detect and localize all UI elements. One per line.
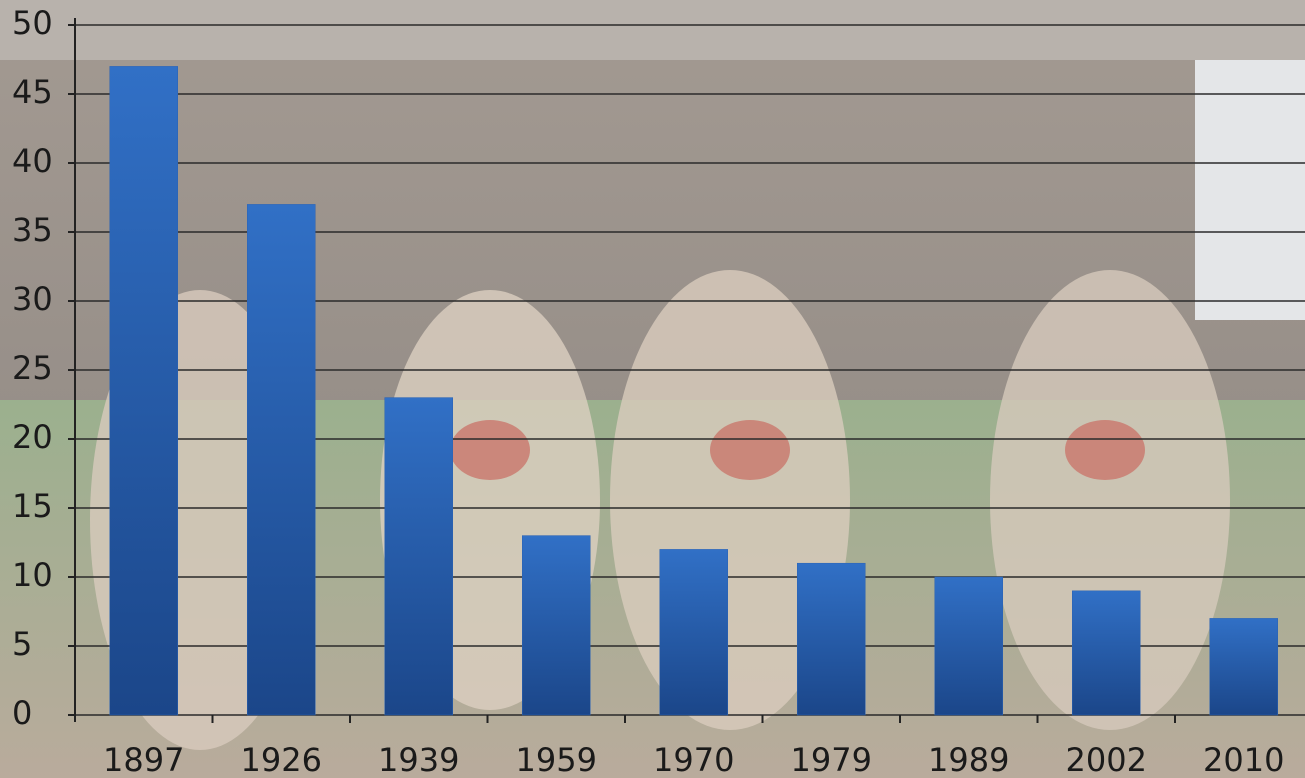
x-tick-label: 1979 — [791, 741, 872, 778]
y-tick-label: 30 — [12, 280, 53, 318]
chart: 0 5 10 15 20 25 30 35 40 45 50 1897 1926 1939 1959 1970… — [0, 0, 1305, 778]
bar — [247, 204, 315, 715]
bar — [110, 66, 178, 715]
y-tick-label: 5 — [12, 625, 32, 663]
x-tick-label: 2010 — [1203, 741, 1284, 778]
bar — [660, 549, 728, 715]
x-tick-label: 1959 — [516, 741, 597, 778]
x-tick-label: 1989 — [928, 741, 1009, 778]
x-tick-label: 1970 — [653, 741, 734, 778]
page: {"chart_data": {"type": "bar", "categori… — [0, 0, 1305, 778]
y-tick-label: 40 — [12, 142, 53, 180]
y-tick-label: 25 — [12, 349, 53, 387]
y-tick-label: 45 — [12, 73, 53, 111]
bar — [797, 563, 865, 715]
x-tick-label: 1939 — [378, 741, 459, 778]
bar — [1210, 618, 1278, 715]
y-tick-label: 10 — [12, 556, 53, 594]
bar — [522, 536, 590, 715]
bar — [1072, 591, 1140, 715]
y-tick-label: 50 — [12, 4, 53, 42]
x-tick-label: 1926 — [241, 741, 322, 778]
x-tick-label: 1897 — [103, 741, 184, 778]
y-tick-label: 20 — [12, 418, 53, 456]
y-tick-label: 0 — [12, 694, 32, 732]
bar — [935, 577, 1003, 715]
x-tick-label: 2002 — [1066, 741, 1147, 778]
bar — [385, 398, 453, 715]
y-tick-label: 15 — [12, 487, 53, 525]
y-tick-label: 35 — [12, 211, 53, 249]
